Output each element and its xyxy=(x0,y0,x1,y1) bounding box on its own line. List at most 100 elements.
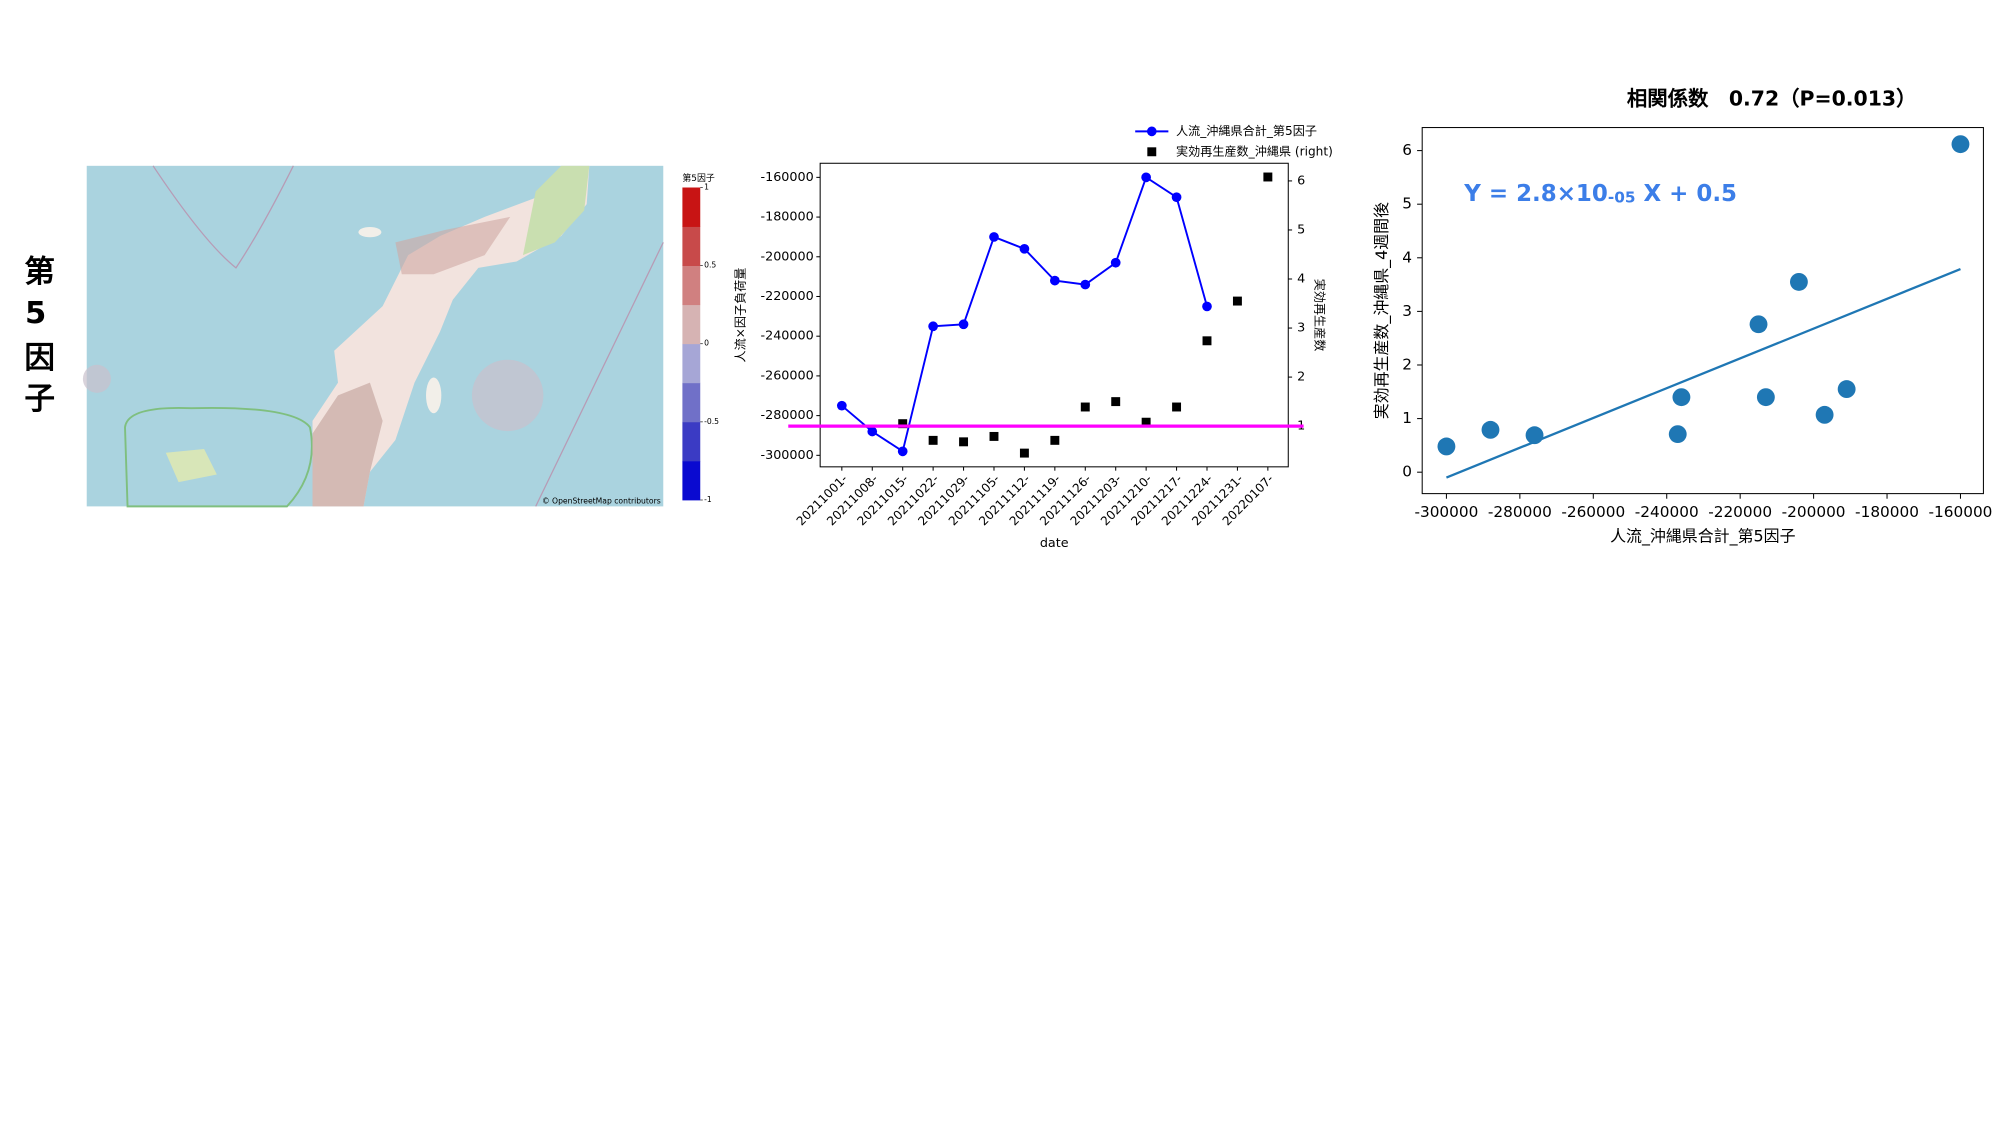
y-axis-label: 人流×因子負荷量 xyxy=(734,268,748,363)
map-grid-cells xyxy=(312,382,383,507)
data-point xyxy=(1525,426,1544,445)
y-tick-label: -160000 xyxy=(760,170,813,185)
data-point xyxy=(1951,135,1970,154)
equation-part: -05 xyxy=(1608,188,1636,206)
map-islet xyxy=(358,227,382,238)
data-point xyxy=(1050,435,1060,445)
map-zone xyxy=(471,359,544,432)
y-tick-label: 2 xyxy=(1402,355,1412,373)
map-zone xyxy=(82,364,111,393)
colorbar-tick-label: 0.5 xyxy=(704,261,716,270)
fit-line xyxy=(1445,267,1961,479)
x-axis-label: 人流_沖縄県合計_第5因子 xyxy=(1610,526,1796,546)
y-tick-label: -260000 xyxy=(760,368,813,383)
y-tick-label: 4 xyxy=(1402,248,1412,266)
legend-label: 実効再生産数_沖縄県 (right) xyxy=(1176,143,1333,158)
colorbar-bin xyxy=(682,421,701,462)
slide-label: 第5因子 xyxy=(18,254,54,423)
y-tick-label: -180000 xyxy=(760,210,813,225)
y-tick-label: 3 xyxy=(1402,302,1412,320)
series-line xyxy=(841,175,1208,453)
data-point xyxy=(1110,257,1121,268)
map: © OpenStreetMap contributors xyxy=(82,165,664,508)
data-point xyxy=(1202,301,1212,312)
y2-tick-label: 4 xyxy=(1297,272,1305,287)
data-point xyxy=(1172,402,1182,412)
equation-part: Y = 2.8×10 xyxy=(1463,180,1608,206)
data-point xyxy=(1141,172,1151,183)
x-tick-label: -240000 xyxy=(1635,503,1699,521)
legend-marker xyxy=(1147,147,1157,157)
data-point xyxy=(959,437,969,447)
y2-axis-label: 実効再生産数 xyxy=(1312,279,1327,352)
map-boundary xyxy=(535,242,664,507)
colorbar-tick-label: 1 xyxy=(704,183,709,192)
y-tick-label: 6 xyxy=(1402,141,1412,159)
colorbar-bin xyxy=(682,382,701,423)
data-point xyxy=(1080,402,1090,412)
data-point xyxy=(836,400,847,411)
x-axis-label: date xyxy=(1040,536,1069,551)
map-attribution: © OpenStreetMap contributors xyxy=(542,496,661,505)
y2-tick-label: 6 xyxy=(1297,173,1305,188)
y-tick-label: 1 xyxy=(1402,409,1412,427)
map-forest xyxy=(522,165,590,256)
colorbar-bin xyxy=(682,265,701,306)
data-point xyxy=(1837,380,1856,399)
data-point xyxy=(958,319,969,330)
y2-tick-label: 2 xyxy=(1297,370,1305,385)
x-tick-label: -160000 xyxy=(1929,503,1993,521)
x-tick-label: -260000 xyxy=(1561,503,1625,521)
x-tick-label: -200000 xyxy=(1782,503,1846,521)
colorbar-tick-label: -1 xyxy=(704,495,712,504)
colorbar-bin xyxy=(682,226,701,267)
data-point xyxy=(1050,275,1060,286)
data-point xyxy=(1232,296,1242,306)
data-point xyxy=(928,435,938,445)
plot-frame xyxy=(1421,127,1984,495)
y-tick-label: 5 xyxy=(1402,195,1412,213)
colorbar-bin xyxy=(682,304,701,345)
data-point xyxy=(1080,279,1091,290)
data-point xyxy=(989,232,999,242)
data-point xyxy=(897,446,908,457)
data-point xyxy=(898,419,908,429)
colorbar-bin xyxy=(682,460,701,501)
data-point xyxy=(1789,272,1808,291)
data-point xyxy=(1672,388,1691,407)
data-point xyxy=(1437,437,1456,456)
y-axis-label: 実効再生産数_沖縄県_4週間後 xyxy=(1372,202,1392,419)
data-point xyxy=(989,431,999,441)
y-tick-label: -220000 xyxy=(760,289,813,304)
data-point xyxy=(1202,336,1212,346)
data-point xyxy=(1171,192,1182,203)
x-tick-label: -300000 xyxy=(1414,503,1478,521)
colorbar-bin xyxy=(682,343,701,384)
y-tick-label: -280000 xyxy=(760,408,813,423)
y-tick-label: 0 xyxy=(1402,463,1412,481)
data-point xyxy=(1111,397,1121,407)
y2-tick-label: 3 xyxy=(1297,321,1305,336)
colorbar-bin xyxy=(682,187,701,227)
map-grid-cells xyxy=(395,216,511,275)
data-point xyxy=(1668,425,1687,444)
map-boundary xyxy=(152,165,294,269)
legend-label: 人流_沖縄県合計_第5因子 xyxy=(1176,123,1317,138)
data-point xyxy=(1019,243,1030,254)
data-point xyxy=(928,321,938,332)
map-islet xyxy=(426,377,442,414)
data-point xyxy=(1263,172,1273,182)
equation-part: X + 0.5 xyxy=(1636,180,1738,206)
data-point xyxy=(1481,420,1500,439)
y-tick-label: -240000 xyxy=(760,329,813,344)
y-tick-label: -300000 xyxy=(760,448,813,463)
x-tick-label: -280000 xyxy=(1488,503,1552,521)
data-point xyxy=(1141,417,1151,427)
data-point xyxy=(1815,405,1834,424)
colorbar-tick-label: -0.5 xyxy=(704,417,719,426)
x-tick-label: -220000 xyxy=(1708,503,1772,521)
chart-title: 相関係数 0.72（P=0.013） xyxy=(1627,86,1917,110)
legend-marker xyxy=(1146,126,1157,137)
